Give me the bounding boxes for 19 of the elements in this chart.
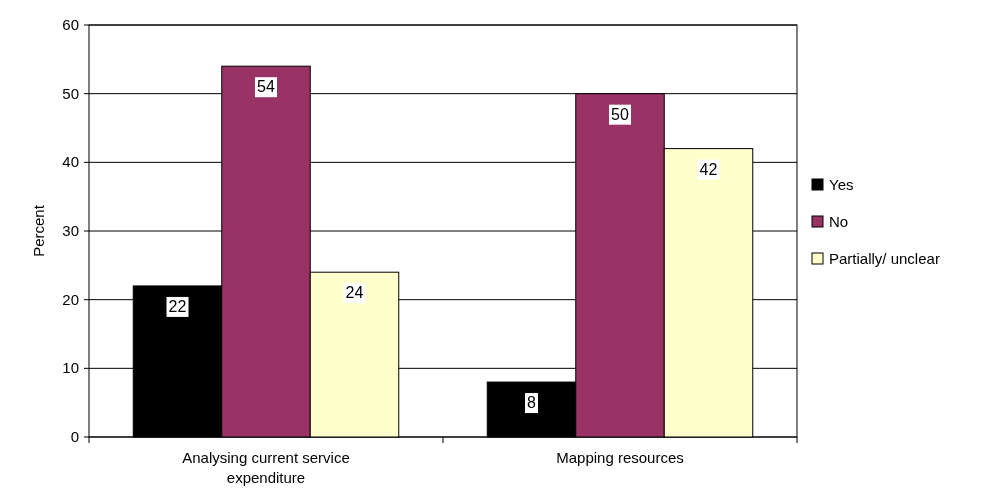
- data-label: 22: [168, 297, 187, 315]
- data-label: 42: [699, 160, 718, 178]
- y-axis-title: Percent: [30, 204, 47, 257]
- y-tick-label: 20: [62, 290, 79, 308]
- data-label: 50: [611, 105, 629, 123]
- legend-label: Partially/ unclear: [829, 250, 940, 267]
- y-tick-label: 40: [62, 153, 79, 171]
- legend-label: Yes: [829, 176, 854, 193]
- y-tick-label: 50: [62, 84, 79, 102]
- y-tick-label: 0: [70, 428, 79, 445]
- x-tick-label: Mapping resources: [556, 449, 684, 466]
- data-label: 24: [345, 284, 364, 302]
- legend-label: No: [829, 213, 849, 230]
- data-label: 54: [257, 78, 275, 96]
- x-tick-label: Analysing current service expenditure: [182, 449, 350, 486]
- y-tick-label: 30: [62, 222, 79, 239]
- data-label: 8: [527, 394, 537, 412]
- y-tick-label: 10: [62, 359, 79, 377]
- y-tick-label: 60: [62, 16, 79, 33]
